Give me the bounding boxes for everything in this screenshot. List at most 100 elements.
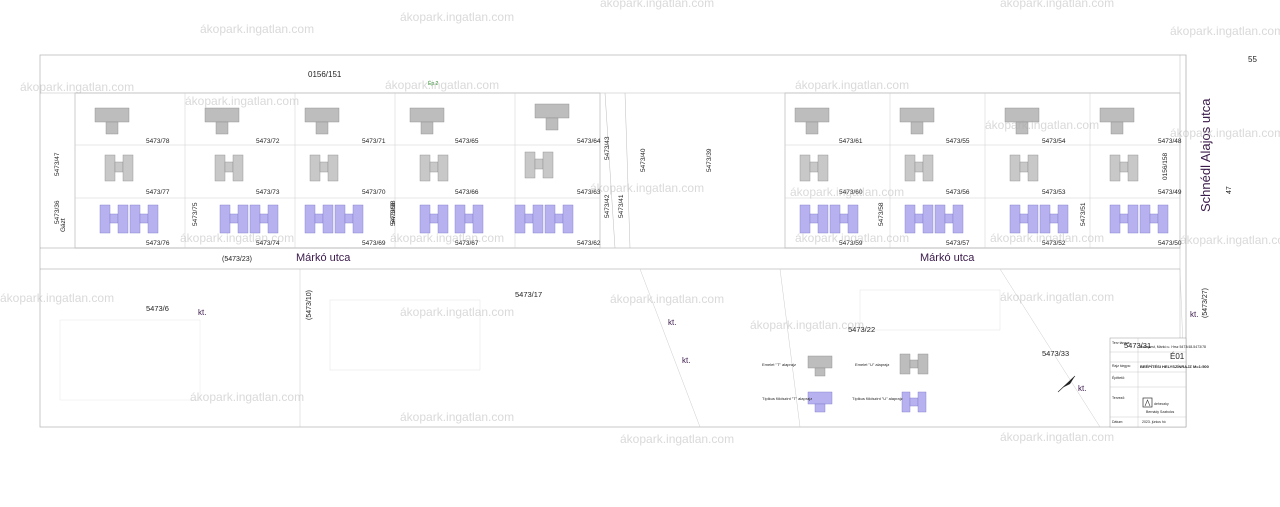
legend-u-floor-left <box>899 353 911 375</box>
mid-floor-3-left <box>419 154 431 182</box>
upper-floor-1-top <box>204 107 240 123</box>
legend-t-ground: Típikus földszint "T" alaprajz <box>762 396 813 401</box>
lot-label-top-6: 5473/55 <box>946 138 970 145</box>
ground-floor-17-bridge <box>1149 213 1159 224</box>
lot-label-bottom-2: 5473/69 <box>362 240 386 247</box>
ground-floor-3-left <box>249 204 261 234</box>
ground-floor-15-left <box>1039 204 1051 234</box>
ground-floor-8-right <box>532 204 544 234</box>
ground-floor-1-bridge <box>139 213 149 224</box>
ground-floor-2-left <box>219 204 231 234</box>
ground-floor-11-bridge <box>839 213 849 224</box>
ground-floor-3-right <box>267 204 279 234</box>
ground-floor-12-left <box>904 204 916 234</box>
parcel-42-label: 5473/42 <box>604 194 611 219</box>
parcel-47-label: 5473/47 <box>54 152 61 177</box>
legend-u-floor: Emelet "U" alaprajz <box>855 362 890 367</box>
ground-floor-13-right <box>952 204 964 234</box>
ground-floor-9-left <box>544 204 556 234</box>
north-arrow-line <box>1057 375 1076 393</box>
ground-floor-0-right <box>117 204 129 234</box>
ground-floor-5-right <box>352 204 364 234</box>
lot-label-side-2: 5473/58 <box>878 202 885 227</box>
north-arrow-label: kt. <box>1078 384 1087 393</box>
ground-floor-0-left <box>99 204 111 234</box>
title-block-frame <box>1109 337 1187 428</box>
tb-date: 2023. június hó <box>1142 420 1166 424</box>
lot-label-side-3: 5473/51 <box>1080 202 1087 227</box>
legend-u-ground-bridge <box>909 397 919 407</box>
legend-u-ground-right <box>917 391 927 413</box>
lot-label-top-1: 5473/72 <box>256 138 280 145</box>
ground-floor-17-left <box>1139 204 1151 234</box>
lot-label-mid-1: 5473/73 <box>256 189 280 196</box>
parcel-33-label: 5473/33 <box>1042 349 1070 358</box>
ground-floor-10-left <box>799 204 811 234</box>
lot-label-bottom-6: 5473/57 <box>946 240 970 247</box>
mid-floor-2-bridge <box>319 161 329 173</box>
ground-floor-14-left <box>1009 204 1021 234</box>
legend-u-ground: Típikus földszint "U" alaprajz <box>852 396 903 401</box>
mid-floor-1-bridge <box>224 161 234 173</box>
ground-floor-15-right <box>1057 204 1069 234</box>
upper-floor-6-top <box>899 107 935 123</box>
lot-label-bottom-8: 5473/50 <box>1158 240 1182 247</box>
ground-floor-12-right <box>922 204 934 234</box>
lot-label-mid-2: 5473/70 <box>362 189 386 196</box>
mid-floor-4-left <box>524 151 536 179</box>
upper-floor-2-stem <box>315 121 329 135</box>
ground-floor-1-left <box>129 204 141 234</box>
lot-label-bottom-4: 5473/62 <box>577 240 601 247</box>
ground-floor-15-bridge <box>1049 213 1059 224</box>
ground-floor-5-left <box>334 204 346 234</box>
water-label: Ép.2 <box>428 81 439 87</box>
tb-row2-label: Rajz tárgya: <box>1112 364 1131 368</box>
upper-floor-7-top <box>1004 107 1040 123</box>
upper-floor-4-top <box>534 103 570 119</box>
ground-floor-8-left <box>514 204 526 234</box>
ground-floor-7-bridge <box>464 213 474 224</box>
sheet-number: É01 <box>1170 352 1185 361</box>
ground-floor-16-right <box>1127 204 1139 234</box>
lot-label-top-5: 5473/61 <box>839 138 863 145</box>
legend-t-ground-stem <box>814 403 826 413</box>
kt-label-east: kt. <box>1190 310 1199 319</box>
lot-label-side-1: 5473/68 <box>390 202 397 227</box>
south-ghost-building-c <box>59 319 201 401</box>
upper-floor-6-stem <box>910 121 924 135</box>
parcel-39-label: 5473/39 <box>706 148 713 173</box>
east-street-number: 47 <box>1226 186 1233 194</box>
ground-floor-7-right <box>472 204 484 234</box>
upper-floor-0-stem <box>105 121 119 135</box>
mid-floor-5-right <box>817 154 829 182</box>
ground-floor-6-bridge <box>429 213 439 224</box>
legend-u-floor-bridge <box>909 359 919 369</box>
upper-floor-3-stem <box>420 121 434 135</box>
upper-floor-5-top <box>794 107 830 123</box>
mid-floor-2-right <box>327 154 339 182</box>
mid-floor-8-left <box>1109 154 1121 182</box>
lot-label-mid-5: 5473/60 <box>839 189 863 196</box>
mid-floor-0-bridge <box>114 161 124 173</box>
upper-floor-0-top <box>94 107 130 123</box>
passage-line-b <box>624 92 631 249</box>
parcel-17-label: 5473/17 <box>515 290 543 299</box>
gas-label: Gázt <box>60 218 67 232</box>
lot-label-top-7: 5473/54 <box>1042 138 1066 145</box>
tb-company: deheczky <box>1154 402 1169 406</box>
mid-floor-3-right <box>437 154 449 182</box>
upper-floor-2-top <box>304 107 340 123</box>
tb-designer: Bernády Szabolcs <box>1146 410 1175 414</box>
ground-floor-14-right <box>1027 204 1039 234</box>
lot-label-mid-0: 5473/77 <box>146 189 170 196</box>
lot-label-top-3: 5473/65 <box>455 138 479 145</box>
east-street-name: Schnédl Alajos utca <box>1198 98 1213 212</box>
legend-u-ground-left <box>901 391 911 413</box>
mid-floor-3-bridge <box>429 161 439 173</box>
upper-floor-7-stem <box>1015 121 1029 135</box>
mid-floor-2-left <box>309 154 321 182</box>
ground-floor-6-right <box>437 204 449 234</box>
legend-t-floor: Emelet "T" alaprajz <box>762 362 796 367</box>
ground-floor-13-bridge <box>944 213 954 224</box>
legend-t-floor-stem <box>814 367 826 377</box>
